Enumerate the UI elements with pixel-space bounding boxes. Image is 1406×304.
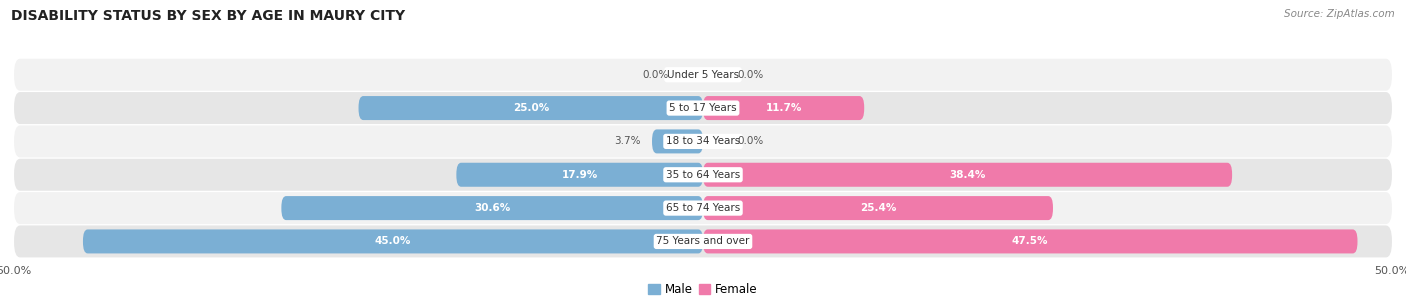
Text: 30.6%: 30.6%	[474, 203, 510, 213]
Text: 5 to 17 Years: 5 to 17 Years	[669, 103, 737, 113]
Text: 38.4%: 38.4%	[949, 170, 986, 180]
FancyBboxPatch shape	[281, 196, 703, 220]
Text: 18 to 34 Years: 18 to 34 Years	[666, 136, 740, 147]
Text: 11.7%: 11.7%	[765, 103, 801, 113]
FancyBboxPatch shape	[83, 230, 703, 254]
Text: 25.4%: 25.4%	[860, 203, 896, 213]
Text: Source: ZipAtlas.com: Source: ZipAtlas.com	[1284, 9, 1395, 19]
FancyBboxPatch shape	[652, 130, 703, 154]
Text: 0.0%: 0.0%	[643, 70, 669, 80]
FancyBboxPatch shape	[14, 59, 1392, 91]
FancyBboxPatch shape	[703, 163, 1232, 187]
FancyBboxPatch shape	[14, 159, 1392, 191]
Text: 17.9%: 17.9%	[561, 170, 598, 180]
Text: 65 to 74 Years: 65 to 74 Years	[666, 203, 740, 213]
Text: 25.0%: 25.0%	[513, 103, 548, 113]
Text: 0.0%: 0.0%	[738, 70, 763, 80]
Legend: Male, Female: Male, Female	[644, 278, 762, 301]
Text: 47.5%: 47.5%	[1012, 237, 1049, 247]
FancyBboxPatch shape	[359, 96, 703, 120]
Text: 45.0%: 45.0%	[375, 237, 411, 247]
FancyBboxPatch shape	[14, 226, 1392, 257]
Text: 35 to 64 Years: 35 to 64 Years	[666, 170, 740, 180]
Text: DISABILITY STATUS BY SEX BY AGE IN MAURY CITY: DISABILITY STATUS BY SEX BY AGE IN MAURY…	[11, 9, 405, 23]
Text: 75 Years and over: 75 Years and over	[657, 237, 749, 247]
FancyBboxPatch shape	[14, 192, 1392, 224]
Text: 3.7%: 3.7%	[614, 136, 641, 147]
Text: 0.0%: 0.0%	[738, 136, 763, 147]
FancyBboxPatch shape	[457, 163, 703, 187]
FancyBboxPatch shape	[14, 126, 1392, 157]
Text: Under 5 Years: Under 5 Years	[666, 70, 740, 80]
FancyBboxPatch shape	[703, 196, 1053, 220]
FancyBboxPatch shape	[703, 230, 1358, 254]
FancyBboxPatch shape	[703, 96, 865, 120]
FancyBboxPatch shape	[14, 92, 1392, 124]
